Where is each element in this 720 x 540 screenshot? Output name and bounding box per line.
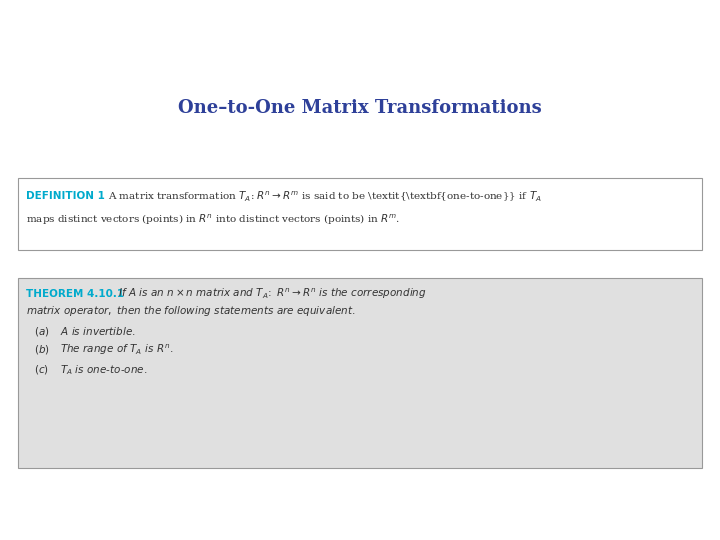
Text: $\mathit{(c)}$: $\mathit{(c)}$: [34, 363, 49, 376]
Text: maps distinct vectors (points) in $R^n$ into distinct vectors (points) in $R^m$.: maps distinct vectors (points) in $R^n$ …: [26, 213, 400, 227]
FancyBboxPatch shape: [18, 178, 702, 250]
Text: A matrix transformation $T_A$: $R^n \rightarrow R^m$ is said to be \textit{\text: A matrix transformation $T_A$: $R^n \rig…: [108, 189, 542, 203]
Text: One–to-One Matrix Transformations: One–to-One Matrix Transformations: [178, 99, 542, 117]
FancyBboxPatch shape: [18, 278, 702, 468]
Text: $\mathit{If\ A\ is\ an\ n \times n\ matrix\ and\ T_A\!:\ R^n \rightarrow R^n\ is: $\mathit{If\ A\ is\ an\ n \times n\ matr…: [118, 287, 427, 301]
Text: $\mathit{A\ is\ invertible.}$: $\mathit{A\ is\ invertible.}$: [60, 325, 136, 337]
Text: $\mathit{matrix\ operator,\ then\ the\ following\ statements\ are\ equivalent.}$: $\mathit{matrix\ operator,\ then\ the\ f…: [26, 304, 356, 318]
Text: $\mathit{(a)}$: $\mathit{(a)}$: [34, 325, 50, 338]
Text: $T_A\mathit{\ is\ one\text{-}to\text{-}one.}$: $T_A\mathit{\ is\ one\text{-}to\text{-}o…: [60, 363, 148, 377]
Text: DEFINITION 1: DEFINITION 1: [26, 191, 105, 201]
Text: $\mathit{(b)}$: $\mathit{(b)}$: [34, 343, 50, 356]
Text: $\mathit{The\ range\ of\ }T_A\mathit{\ is\ }R^n.$: $\mathit{The\ range\ of\ }T_A\mathit{\ i…: [60, 343, 174, 357]
Text: THEOREM 4.10.1: THEOREM 4.10.1: [26, 289, 124, 299]
